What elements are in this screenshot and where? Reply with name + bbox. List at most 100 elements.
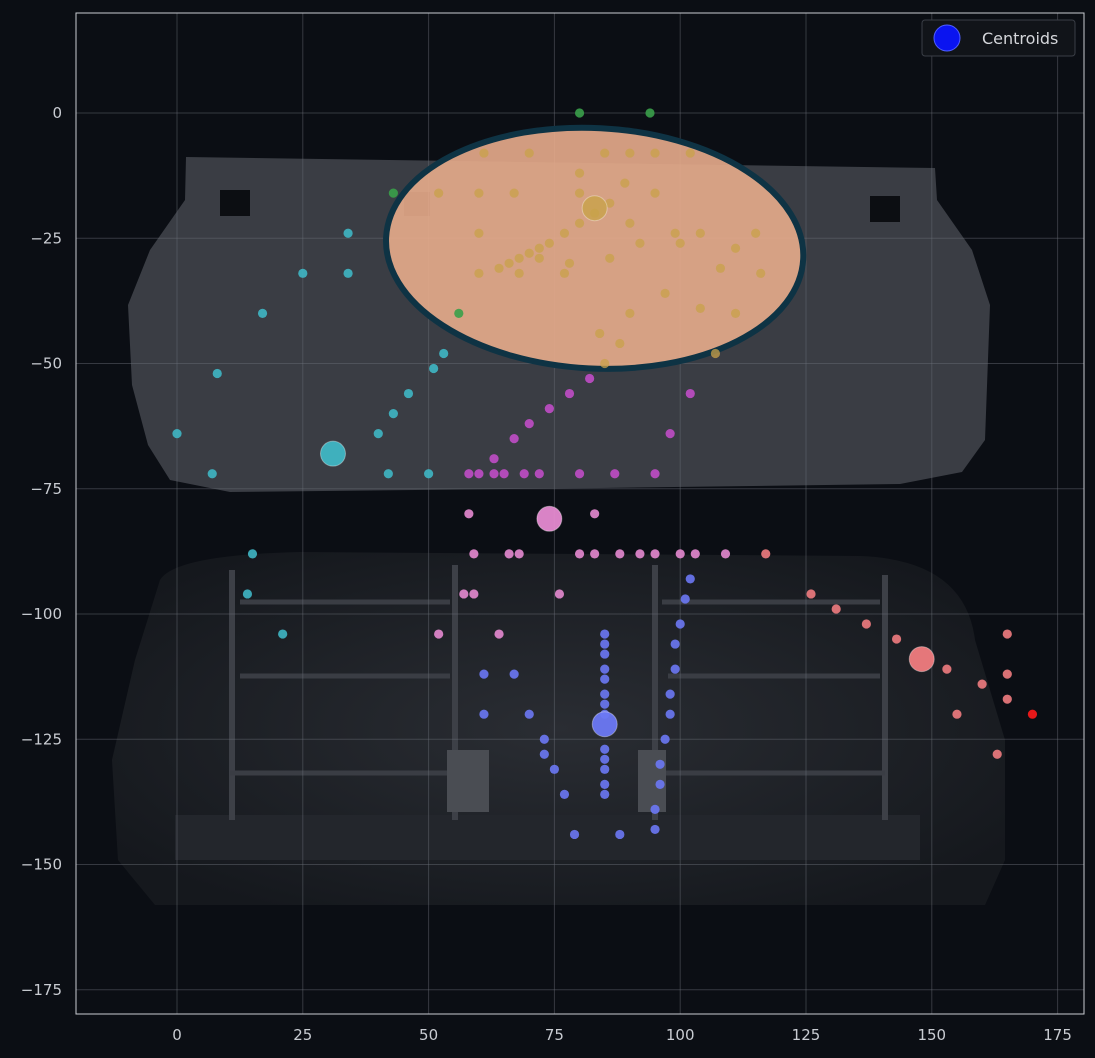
data-point: [600, 649, 610, 659]
data-point: [650, 804, 660, 814]
data-point: [343, 268, 353, 278]
data-point: [469, 589, 479, 599]
data-point: [474, 188, 484, 198]
y-tick-label: −100: [21, 605, 62, 623]
x-tick-label: 150: [917, 1026, 946, 1044]
data-point: [605, 253, 615, 263]
data-point: [675, 238, 685, 248]
data-point: [600, 779, 610, 789]
data-point: [439, 348, 449, 359]
centroid-marker: [591, 711, 618, 738]
data-point: [806, 589, 816, 599]
centroid-marker: [536, 505, 563, 532]
centroid-marker: [319, 440, 346, 467]
y-tick-label: −125: [21, 730, 62, 748]
data-point: [574, 188, 585, 198]
data-point: [600, 744, 610, 754]
data-point: [534, 253, 544, 263]
data-point: [625, 148, 635, 158]
data-point: [424, 469, 434, 479]
data-point: [459, 589, 469, 599]
data-point: [730, 243, 741, 253]
data-point: [650, 824, 660, 835]
data-point: [600, 689, 610, 699]
data-point: [388, 409, 398, 419]
data-point: [403, 388, 414, 399]
data-point: [429, 363, 439, 374]
cluster-centroids: [319, 195, 935, 738]
y-axis-ticks: 0 −25 −50 −75 −100 −125 −150 −175: [21, 104, 62, 999]
data-point: [600, 639, 610, 649]
data-point: [952, 709, 962, 719]
data-point: [720, 549, 731, 559]
data-point: [489, 469, 499, 479]
data-point: [615, 829, 625, 840]
data-point: [489, 454, 499, 464]
data-point: [504, 549, 514, 559]
data-point: [479, 709, 489, 719]
data-point: [454, 308, 464, 318]
legend: Centroids: [921, 19, 1076, 57]
x-tick-label: 175: [1043, 1026, 1072, 1044]
x-axis-ticks: 0 25 50 75 100 125 150 175: [172, 1026, 1072, 1044]
y-tick-label: −150: [21, 856, 62, 874]
data-point: [574, 469, 585, 479]
y-tick-label: −50: [30, 355, 62, 373]
data-point: [559, 228, 570, 238]
data-point: [474, 469, 484, 479]
data-point: [761, 549, 771, 559]
data-point: [600, 674, 610, 684]
data-point: [585, 373, 595, 384]
data-point: [600, 764, 610, 774]
data-point: [655, 759, 665, 769]
data-point: [574, 168, 585, 178]
legend-centroid-marker: [933, 24, 961, 52]
data-point: [680, 594, 690, 604]
data-point: [590, 509, 600, 519]
data-point: [383, 469, 393, 479]
data-point: [695, 303, 705, 313]
data-point: [665, 709, 675, 719]
data-point: [685, 574, 695, 584]
data-point: [861, 619, 871, 629]
y-tick-label: −25: [30, 229, 62, 247]
data-point: [1002, 694, 1012, 704]
data-point: [514, 253, 524, 263]
data-point: [670, 228, 680, 238]
data-point: [690, 549, 700, 559]
data-point: [554, 589, 565, 599]
data-point: [524, 419, 534, 429]
data-point: [574, 549, 585, 559]
x-tick-label: 0: [172, 1026, 182, 1044]
data-point: [685, 388, 695, 399]
data-point: [524, 248, 534, 258]
data-point: [509, 669, 519, 679]
data-point: [756, 268, 766, 278]
data-point: [615, 549, 625, 559]
data-point: [625, 308, 635, 318]
data-point: [544, 238, 554, 248]
data-point: [1027, 709, 1038, 719]
data-point: [514, 268, 524, 278]
data-point: [831, 604, 841, 614]
data-point: [559, 789, 570, 799]
data-point: [464, 509, 474, 519]
data-point: [600, 789, 610, 799]
headrest-slot-left: [220, 190, 250, 216]
cluster-points: [172, 108, 1038, 840]
data-point: [373, 429, 383, 439]
y-tick-label: 0: [52, 104, 62, 122]
data-point: [549, 764, 560, 774]
data-point: [278, 629, 288, 639]
data-point: [600, 629, 610, 639]
data-point: [343, 228, 353, 238]
data-point: [388, 188, 398, 198]
data-point: [600, 699, 610, 709]
data-point: [625, 218, 635, 228]
data-point: [534, 469, 544, 479]
data-point: [730, 308, 741, 318]
legend-box: [921, 19, 1076, 57]
seatbelt-buckle-left: [447, 750, 489, 812]
data-point: [1002, 629, 1012, 639]
